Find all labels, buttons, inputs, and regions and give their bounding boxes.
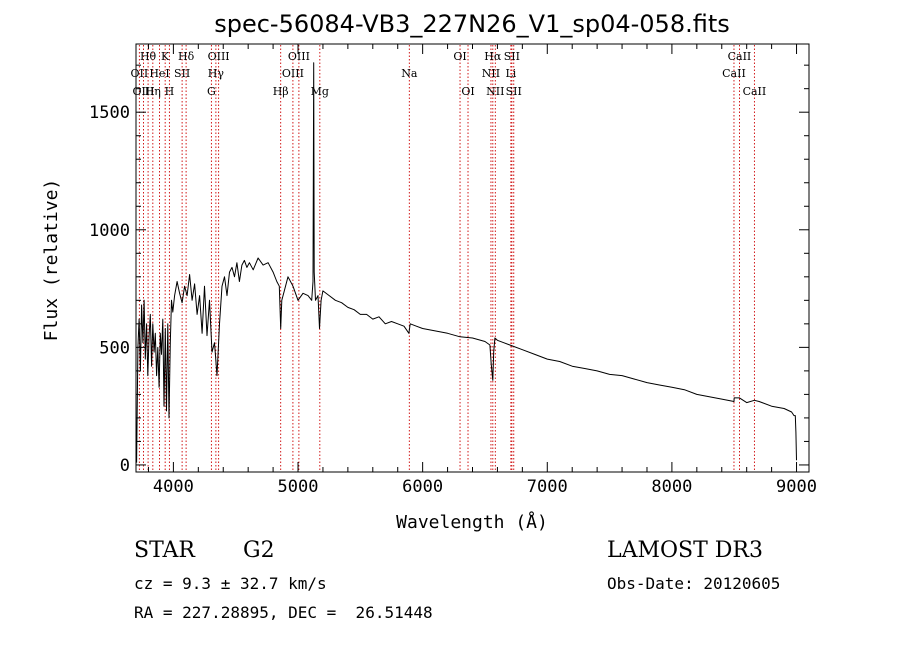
line-label-22: SII: [504, 50, 520, 63]
survey-release: LAMOST DR3: [607, 538, 763, 563]
line-label-14: OIII: [282, 67, 304, 80]
x-axis-label: Wavelength (Å): [396, 511, 548, 533]
line-label-24: SII: [506, 85, 522, 98]
object-class: STAR: [134, 538, 195, 563]
x-tick-label-4: 8000: [651, 477, 692, 497]
line-label-16: Na: [401, 67, 418, 80]
line-label-12: Hβ: [273, 85, 289, 98]
line-label-3: Hη: [145, 85, 161, 98]
flux-series-line: [136, 62, 797, 463]
line-label-15: Mg: [311, 85, 329, 98]
line-label-26: CaII: [722, 67, 746, 80]
y-tick-label-3: 1500: [89, 103, 130, 123]
line-label-18: OI: [461, 85, 474, 98]
line-label-1: OII: [131, 67, 149, 80]
x-tick-label-1: 5000: [278, 477, 319, 497]
spectrum-data-layer: [136, 62, 797, 463]
spectral-line-markers: [138, 45, 755, 471]
line-label-27: CaII: [743, 85, 767, 98]
line-label-10: Hγ: [208, 67, 225, 80]
y-tick-label-2: 1000: [89, 221, 130, 241]
x-tick-label-3: 7000: [527, 477, 568, 497]
x-tick-label-5: 9000: [776, 477, 817, 497]
redshift-text: cz = 9.3 ± 32.7 km/s: [134, 574, 327, 593]
line-label-9: OIII: [208, 50, 230, 63]
line-label-19: Hα: [484, 50, 502, 63]
line-label-21: NII: [486, 85, 504, 98]
line-label-8: Hδ: [178, 50, 195, 63]
line-label-17: OI: [453, 50, 466, 63]
line-label-4: HeI: [149, 67, 169, 80]
object-subclass: G2: [243, 538, 275, 563]
y-tick-label-0: 0: [120, 456, 130, 476]
axis-ticks: 4000 5000 6000 7000 8000 9000 0 500 1000 1500: [89, 44, 817, 497]
x-tick-label-0: 4000: [153, 477, 194, 497]
line-label-6: SII: [174, 67, 190, 80]
y-tick-label-1: 500: [99, 338, 130, 358]
x-tick-label-2: 6000: [402, 477, 443, 497]
obs-date: Obs-Date: 20120605: [607, 574, 781, 593]
line-label-5: K: [161, 50, 170, 63]
line-label-11: G: [207, 85, 216, 98]
line-label-0: Hθ: [140, 50, 157, 63]
line-label-23: Li: [505, 67, 516, 80]
line-label-7: H: [165, 85, 175, 98]
line-label-13: OIII: [288, 50, 310, 63]
plot-frame: [135, 43, 810, 473]
chart-title: spec-56084-VB3_227N26_V1_sp04-058.fits: [214, 10, 730, 38]
coordinates: RA = 227.28895, DEC = 26.51448: [134, 603, 433, 622]
y-axis-label: Flux (relative): [41, 179, 62, 342]
line-label-25: CaII: [728, 50, 752, 63]
line-label-20: NII: [482, 67, 500, 80]
